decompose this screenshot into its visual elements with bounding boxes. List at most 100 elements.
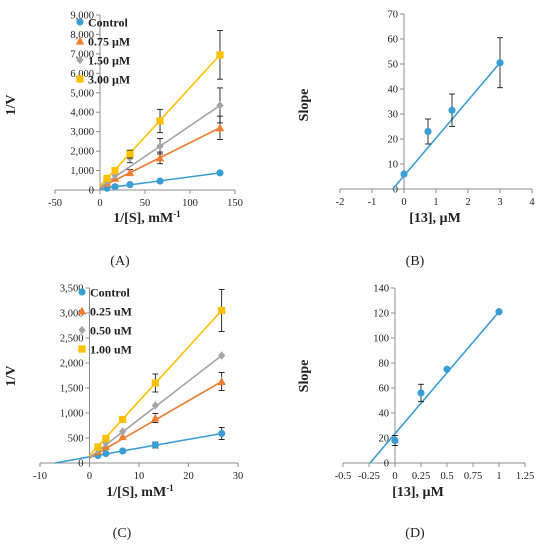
legend-label: 3.00 µM [88,73,130,87]
data-point [111,171,119,180]
data-point [448,106,456,114]
y-axis-title: Slope [297,360,312,393]
x-tick-label: -50 [48,198,62,209]
data-point [216,51,224,59]
y-tick-label: 40 [379,409,390,420]
y-tick-label: 3,000 [60,309,84,320]
y-tick-label: 9,000 [70,11,94,22]
y-tick-label: 8,000 [70,30,94,41]
y-tick-label: 500 [68,434,84,445]
data-point [495,308,503,316]
data-point [216,169,224,177]
legend-marker [76,75,84,83]
data-point [424,127,432,136]
y-tick-label: 40 [388,85,399,96]
x-tick-label: 30 [233,471,244,482]
x-tick-label: 1 [496,471,501,482]
data-point [156,177,164,185]
x-axis-title: 1/[S], mM-1 [106,483,174,500]
x-tick-label: 10 [134,471,145,482]
legend-marker [77,306,87,315]
chart-panel-1: -50 0 50 100 150 0 1,000 2,000 3,000 4,000 5,000 6,… [4,11,243,270]
x-tick-label: 0 [392,471,397,482]
data-point [443,365,451,373]
legend-label: 0.50 uM [90,324,132,338]
x-tick-label: -0.25 [358,471,380,482]
fit-line [369,311,500,464]
x-tick-label: -0.5 [335,471,352,482]
x-tick-label: 1 [433,197,438,208]
data-point [151,441,159,449]
panel-label: (C) [113,526,132,541]
panel-label: (B) [406,254,425,269]
panel-label: (D) [405,526,425,541]
y-tick-label: 3,000 [70,127,94,138]
x-tick-label: 4 [529,197,535,208]
fit-line [392,62,501,190]
data-point [216,101,224,110]
y-tick-label: 7,000 [70,49,94,60]
panel-label: (A) [110,254,130,269]
data-point [155,153,165,162]
x-axis-title: 1/[S], mM-1 [113,209,181,226]
data-point [119,447,127,455]
legend-marker [76,18,84,26]
data-point [125,168,135,177]
data-point [391,436,399,445]
data-point [218,429,226,438]
x-tick-label: 2 [465,197,470,208]
series-slope [369,308,503,464]
data-point [126,150,134,158]
data-point [102,434,110,443]
x-axis-title-superscript: -1 [166,483,174,493]
x-tick-label: 0.25 [412,471,430,482]
x-axis-title: [13], µM [409,211,461,226]
y-tick-label: 0 [78,459,83,470]
legend-label: 1.00 uM [90,343,132,357]
fit-line [54,432,222,464]
data-point [103,174,111,182]
data-point [400,170,408,178]
y-tick-label: 3,500 [60,284,84,295]
x-tick-label: 20 [183,471,194,482]
legend: Control 0.25 uM 0.50 uM 1.00 uM [77,286,132,357]
data-point [111,166,119,175]
x-tick-label: 0 [401,197,406,208]
x-tick-label: 3 [497,197,502,208]
legend: Control 0.75 µM 1.50 µM 3.00 µM [75,16,130,87]
x-tick-label: 1.25 [516,471,534,482]
y-tick-label: 30 [388,110,399,121]
y-tick-label: 70 [388,10,399,21]
y-tick-label: 10 [388,160,399,171]
y-tick-label: 0 [384,459,389,470]
x-tick-label: 0.75 [464,471,482,482]
data-point [111,183,119,191]
series-slope [392,37,504,190]
y-tick-label: 100 [373,334,389,345]
y-tick-label: 80 [379,359,390,370]
y-tick-label: 1,500 [60,384,84,395]
chart-panel-4: -0.5 -0.25 0 0.25 0.5 0.75 1 1.25 0 20 40 60 80 100 12… [297,284,534,542]
data-point [126,180,134,189]
legend-label: Control [88,16,128,30]
data-point [118,432,127,441]
y-tick-label: 0 [89,186,94,197]
y-tick-label: 20 [388,135,399,146]
y-tick-label: 60 [379,384,390,395]
legend-label: 0.75 µM [88,35,130,49]
legend-marker [78,325,86,335]
y-axis-title: Slope [297,89,312,122]
y-tick-label: 0 [393,185,398,196]
data-point [94,443,102,451]
data-point [119,427,127,436]
data-point [218,306,226,315]
y-tick-label: 1,000 [70,166,94,177]
y-tick-label: 2,000 [70,147,94,158]
series-3-00-m [99,30,224,187]
legend-label: 1.50 µM [88,54,130,68]
data-point [215,123,225,132]
x-tick-label: 0 [87,471,92,482]
data-point [217,377,226,386]
x-tick-label: -1 [368,197,377,208]
